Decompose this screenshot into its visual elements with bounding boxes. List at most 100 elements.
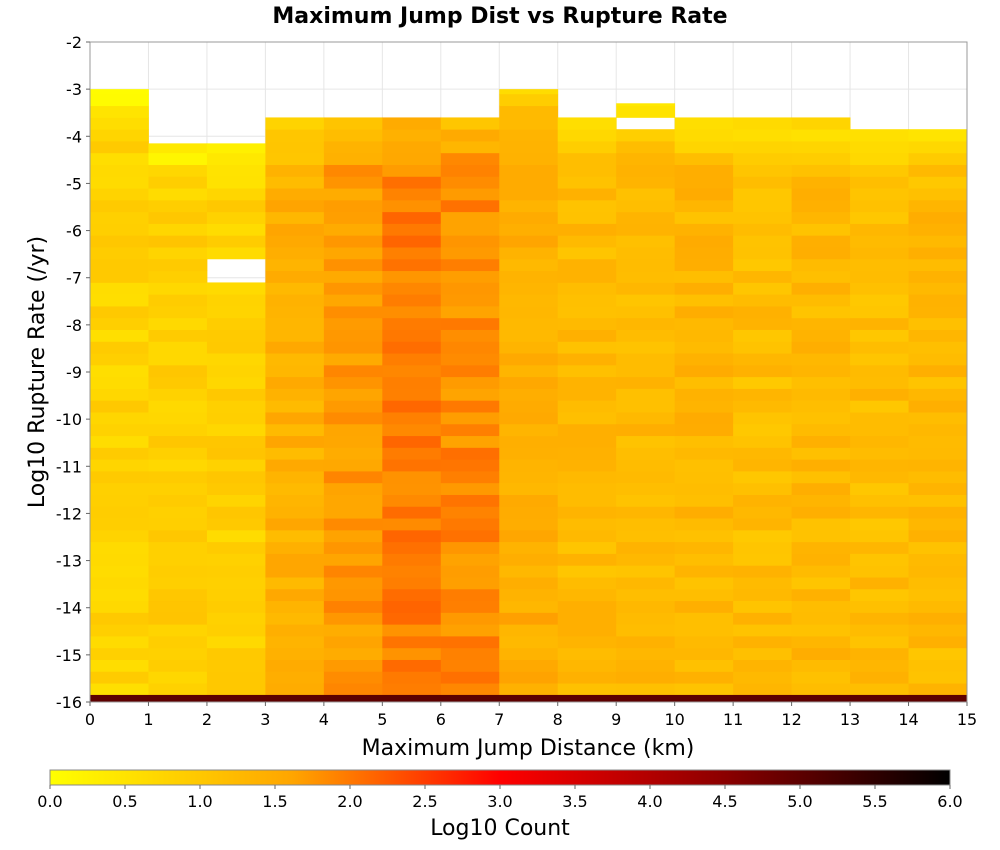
heatmap-cell — [265, 211, 325, 224]
heatmap-cell — [90, 270, 149, 283]
heatmap-cell — [616, 683, 676, 696]
heatmap-cell — [148, 565, 208, 578]
heatmap-cell — [499, 459, 559, 472]
heatmap-cell — [90, 683, 149, 696]
heatmap-cell — [382, 588, 442, 602]
heatmap-cell — [499, 529, 559, 543]
heatmap-cell — [440, 141, 500, 154]
heatmap-cell — [908, 565, 968, 578]
heatmap-cell — [440, 518, 500, 531]
heatmap-cell — [791, 199, 851, 213]
heatmap-cell — [616, 506, 676, 519]
heatmap-cell — [499, 447, 559, 460]
heatmap-cell — [499, 188, 559, 201]
heatmap-cell — [265, 317, 325, 330]
heatmap-cell — [850, 459, 909, 472]
heatmap-cell — [148, 435, 208, 448]
heatmap-cell — [674, 494, 734, 507]
heatmap-cell — [90, 235, 149, 248]
heatmap-cell — [908, 588, 968, 602]
heatmap-cell — [499, 518, 559, 531]
heatmap-cell — [323, 471, 383, 484]
heatmap-cell — [323, 518, 383, 531]
heatmap-cell — [791, 612, 851, 625]
x-tick-label: 7 — [494, 710, 504, 729]
heatmap-cell — [382, 199, 442, 213]
heatmap-cell — [499, 600, 559, 613]
heatmap-cell — [733, 176, 792, 189]
heatmap-cell — [382, 294, 442, 307]
heatmap-cell — [791, 353, 851, 366]
heatmap-cell — [382, 317, 442, 330]
y-tick-label: -9 — [66, 363, 82, 382]
heatmap-cell — [499, 317, 559, 330]
heatmap-cell — [674, 612, 734, 625]
heatmap-cell — [90, 471, 149, 484]
heatmap-cell — [557, 282, 617, 295]
heatmap-cell — [733, 459, 792, 472]
heatmap-cell — [850, 494, 909, 507]
heatmap-cell — [908, 388, 968, 401]
heatmap-cell — [382, 659, 442, 672]
heatmap-cell — [440, 553, 500, 566]
heatmap-cell — [148, 176, 208, 189]
heatmap-cell — [791, 518, 851, 531]
heatmap-cell — [148, 447, 208, 460]
x-tick-label: 12 — [781, 710, 801, 729]
heatmap-cell — [440, 388, 500, 401]
heatmap-cell — [557, 553, 617, 566]
heatmap-cell — [908, 506, 968, 519]
heatmap-cell — [382, 412, 442, 425]
colorbar-tick-label: 0.5 — [112, 792, 137, 811]
heatmap-cell — [265, 176, 325, 189]
heatmap-cell — [850, 588, 909, 602]
heatmap-cell — [148, 235, 208, 248]
heatmap-cell — [440, 529, 500, 543]
heatmap-cell — [850, 647, 909, 660]
heatmap-cell — [148, 471, 208, 484]
heatmap-cell — [850, 164, 909, 177]
heatmap-cell — [733, 518, 792, 531]
heatmap-cell — [206, 435, 266, 448]
heatmap-cell — [90, 624, 149, 637]
heatmap-cell — [674, 435, 734, 448]
heatmap-cell — [733, 141, 792, 154]
heatmap-cell — [90, 518, 149, 531]
heatmap-cell — [733, 529, 792, 543]
heatmap-cell — [674, 541, 734, 554]
heatmap-cell — [148, 494, 208, 507]
colorbar-tick-label: 5.5 — [862, 792, 887, 811]
heatmap-cell — [908, 659, 968, 672]
heatmap-cell — [323, 247, 383, 260]
heatmap-cell — [557, 494, 617, 507]
heatmap-cell — [323, 435, 383, 448]
heatmap-cell — [616, 103, 676, 107]
heatmap-cell — [206, 636, 266, 649]
heatmap-cell — [791, 565, 851, 578]
heatmap-cell — [499, 624, 559, 637]
heatmap-cell — [382, 141, 442, 154]
heatmap-cell — [382, 341, 442, 354]
heatmap-cell — [382, 647, 442, 660]
heatmap-cell — [850, 353, 909, 366]
heatmap-cell — [499, 235, 559, 248]
heatmap-cell — [323, 541, 383, 554]
heatmap-cell — [557, 188, 617, 201]
heatmap-cell — [90, 553, 149, 566]
heatmap-cell — [440, 400, 500, 413]
heatmap-cell — [206, 612, 266, 625]
heatmap-cell — [440, 659, 500, 672]
heatmap-cell — [499, 577, 559, 590]
x-tick-label: 15 — [957, 710, 977, 729]
heatmap-cell — [323, 400, 383, 413]
heatmap-cell — [148, 143, 208, 154]
heatmap-cell — [206, 482, 266, 495]
heatmap-cell — [382, 612, 442, 625]
heatmap-cell — [440, 270, 500, 283]
heatmap-cell — [440, 494, 500, 507]
heatmap-cell — [674, 659, 734, 672]
heatmap-cell — [908, 247, 968, 260]
heatmap-cell — [616, 624, 676, 637]
heatmap-cell — [382, 211, 442, 224]
heatmap-cell — [850, 152, 909, 165]
